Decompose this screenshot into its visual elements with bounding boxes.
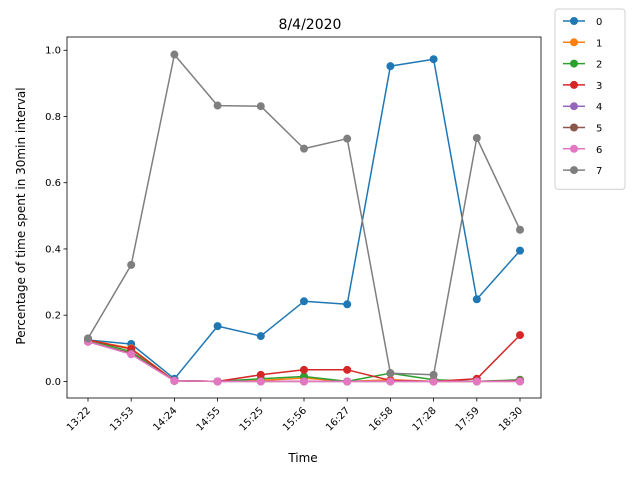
plot-frame <box>66 36 542 399</box>
data-point-6 <box>213 377 222 386</box>
legend-marker-1 <box>570 38 578 47</box>
data-point-0 <box>429 55 438 64</box>
data-point-7 <box>429 370 438 379</box>
data-point-7 <box>127 260 136 269</box>
legend-marker-5 <box>570 123 578 132</box>
data-point-6 <box>429 377 438 386</box>
data-point-7 <box>256 102 265 111</box>
data-point-0 <box>516 246 524 255</box>
y-tick-label: 0.2 <box>45 311 61 322</box>
y-tick-label: 0.8 <box>45 112 61 123</box>
y-tick-label: 0.6 <box>45 178 61 189</box>
x-tick-label: 16:58 <box>367 405 395 433</box>
x-tick-label: 18:30 <box>497 405 525 433</box>
y-tick-label: 0.0 <box>45 377 61 388</box>
data-point-6 <box>516 377 524 386</box>
x-tick-label: 13:53 <box>108 405 136 433</box>
data-point-7 <box>84 334 92 343</box>
y-axis-label: Percentage of time spent in 30min interv… <box>14 87 28 344</box>
data-point-0 <box>256 332 265 341</box>
data-point-7 <box>472 134 481 143</box>
data-point-6 <box>127 350 136 359</box>
legend-box <box>554 8 626 190</box>
legend-marker-2 <box>570 59 578 68</box>
data-point-7 <box>300 144 308 153</box>
data-point-0 <box>300 297 308 306</box>
series-line-7 <box>87 53 521 376</box>
legend: 0 1 2 3 4 5 6 7 <box>554 8 626 190</box>
x-tick-label: 16:27 <box>324 405 352 433</box>
data-point-6 <box>256 377 265 386</box>
x-tick-label: 15:56 <box>281 405 309 433</box>
data-point-0 <box>343 300 352 309</box>
plot-area: 0.0 0.2 0.4 0.6 0.8 1.0 13:22 13:53 14:24 14:55 15… <box>45 36 542 434</box>
legend-label: 5 <box>596 124 602 135</box>
legend-marker-3 <box>570 80 578 89</box>
data-point-3 <box>256 370 265 379</box>
data-point-7 <box>213 101 222 110</box>
data-point-3 <box>343 365 352 374</box>
legend-label: 1 <box>596 38 602 49</box>
legend-marker-4 <box>570 102 578 111</box>
legend-label: 3 <box>596 81 602 92</box>
data-point-3 <box>300 365 308 374</box>
data-point-7 <box>386 369 395 378</box>
data-point-7 <box>343 134 352 143</box>
data-point-0 <box>213 322 222 331</box>
data-point-6 <box>170 376 179 385</box>
legend-label: 4 <box>596 102 602 113</box>
legend-label: 7 <box>596 166 602 177</box>
x-tick-label: 13:22 <box>65 405 93 433</box>
chart-title: 8/4/2020 <box>279 17 342 33</box>
legend-marker-0 <box>570 17 578 25</box>
data-point-0 <box>386 62 395 71</box>
y-tick-label: 1.0 <box>45 46 61 57</box>
legend-label: 2 <box>596 60 602 71</box>
x-tick-label: 14:55 <box>195 405 223 433</box>
x-tick-label: 17:28 <box>411 405 439 433</box>
data-point-3 <box>516 331 524 340</box>
legend-label: 6 <box>596 145 602 156</box>
y-tick-label: 0.4 <box>45 244 61 255</box>
data-point-7 <box>516 225 524 234</box>
legend-marker-6 <box>570 144 578 153</box>
series-line-0 <box>87 58 521 380</box>
x-tick-label: 17:59 <box>454 405 482 433</box>
x-tick-label: 15:25 <box>238 405 266 433</box>
legend-label: 0 <box>596 17 602 28</box>
data-point-6 <box>343 377 352 386</box>
x-tick-label: 14:24 <box>151 405 179 433</box>
data-point-6 <box>386 377 395 386</box>
data-point-7 <box>170 50 179 59</box>
data-point-6 <box>472 377 481 386</box>
legend-marker-7 <box>570 166 578 175</box>
x-axis-label: Time <box>287 451 317 465</box>
data-point-6 <box>300 377 308 386</box>
data-point-0 <box>472 295 481 304</box>
